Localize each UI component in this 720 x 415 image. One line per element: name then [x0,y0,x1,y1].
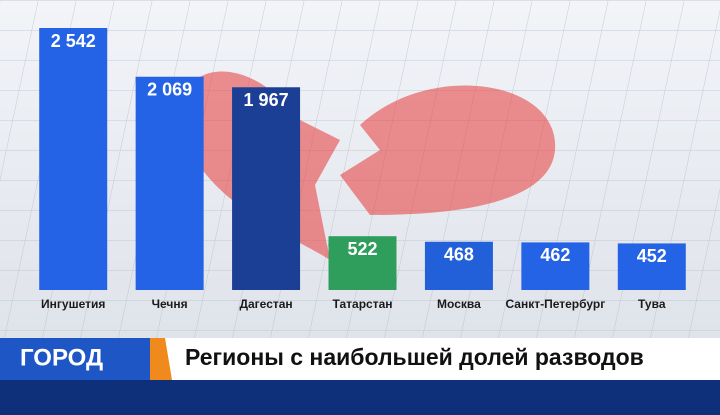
bar [232,87,301,290]
x-tick-label: Тува [638,297,666,311]
channel-label: ГОРОД [20,344,103,371]
x-tick-label: Санкт-Петербург [505,297,605,311]
x-tick-label: Дагестан [239,297,292,311]
x-tick-label: Чечня [152,297,188,311]
value-label: 2 069 [147,80,192,100]
x-tick-label: Ингушетия [41,297,105,311]
value-label: 452 [637,246,667,266]
x-tick-label: Татарстан [332,297,392,311]
banner-tag [0,338,150,380]
plot-area: 2 542 Ингушетия 2 069 Чечня 1 967 Дагестан 522… [39,28,686,311]
bar [617,243,686,290]
value-label: 2 542 [51,31,96,51]
bar [424,241,493,290]
banner-accent [150,338,172,380]
bar [135,76,204,290]
bar [39,28,108,290]
x-tick-label: Москва [437,297,481,311]
value-label: 468 [444,245,474,265]
chart-title: Регионы с наибольшей долей разводов [185,344,644,370]
bar [328,236,397,290]
banner-strip [0,380,720,415]
value-label: 522 [347,239,377,259]
value-label: 462 [540,245,570,265]
bar [521,242,590,290]
value-label: 1 967 [244,90,289,110]
